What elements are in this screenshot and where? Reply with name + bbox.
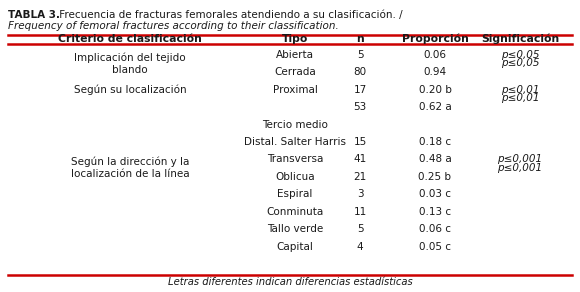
Text: Frequency of femoral fractures according to their classification.: Frequency of femoral fractures according… <box>8 21 339 31</box>
Text: 0.25 b: 0.25 b <box>419 172 451 182</box>
Text: 0.13 c: 0.13 c <box>419 207 451 217</box>
Text: Conminuta: Conminuta <box>266 207 324 217</box>
Text: 0.05 c: 0.05 c <box>419 242 451 252</box>
Text: 15: 15 <box>353 137 367 147</box>
Text: 11: 11 <box>353 207 367 217</box>
Text: Según la dirección y la: Según la dirección y la <box>71 157 189 167</box>
Text: localización de la línea: localización de la línea <box>71 169 189 179</box>
Text: p≤0,05: p≤0,05 <box>501 58 539 68</box>
Text: Proporción: Proporción <box>401 33 469 44</box>
Text: 0.06 c: 0.06 c <box>419 224 451 234</box>
Text: p≤0,01: p≤0,01 <box>501 93 539 103</box>
Text: 0.48 a: 0.48 a <box>419 154 451 164</box>
Text: 0.62 a: 0.62 a <box>419 102 451 112</box>
Text: p≤0,01: p≤0,01 <box>501 85 539 95</box>
Text: blando: blando <box>112 65 148 74</box>
Text: 80: 80 <box>353 67 367 77</box>
Text: p≤0,001: p≤0,001 <box>498 163 542 173</box>
Text: Implicación del tejido: Implicación del tejido <box>74 52 186 62</box>
Text: n: n <box>356 34 364 44</box>
Text: Criterio de clasificación: Criterio de clasificación <box>58 34 202 44</box>
Text: Tipo: Tipo <box>282 34 308 44</box>
Text: Según su localización: Según su localización <box>74 84 186 95</box>
Text: 41: 41 <box>353 154 367 164</box>
Text: 5: 5 <box>357 50 363 60</box>
Text: Distal. Salter Harris: Distal. Salter Harris <box>244 137 346 147</box>
Text: Frecuencia de fracturas femorales atendiendo a su clasificación. /: Frecuencia de fracturas femorales atendi… <box>56 10 406 20</box>
Text: Capital: Capital <box>277 242 313 252</box>
Text: Transversa: Transversa <box>267 154 323 164</box>
Text: p≤0,001: p≤0,001 <box>498 154 542 164</box>
Text: 3: 3 <box>357 190 363 199</box>
Text: 53: 53 <box>353 102 367 112</box>
Text: 0.18 c: 0.18 c <box>419 137 451 147</box>
Text: Significación: Significación <box>481 33 559 44</box>
Text: Letras diferentes indican diferencias estadísticas: Letras diferentes indican diferencias es… <box>168 277 412 287</box>
Text: 0.06: 0.06 <box>423 50 447 60</box>
Text: 21: 21 <box>353 172 367 182</box>
Text: Tercio medio: Tercio medio <box>262 120 328 130</box>
Text: 0.20 b: 0.20 b <box>419 85 451 95</box>
Text: Cerrada: Cerrada <box>274 67 316 77</box>
Text: TABLA 3.: TABLA 3. <box>8 10 60 20</box>
Text: 5: 5 <box>357 224 363 234</box>
Text: Tallo verde: Tallo verde <box>267 224 323 234</box>
Text: 0.94: 0.94 <box>423 67 447 77</box>
Text: Proximal: Proximal <box>273 85 317 95</box>
Text: 17: 17 <box>353 85 367 95</box>
Text: Espiral: Espiral <box>277 190 313 199</box>
Text: 0.03 c: 0.03 c <box>419 190 451 199</box>
Text: Abierta: Abierta <box>276 50 314 60</box>
Text: 4: 4 <box>357 242 363 252</box>
Text: p≤0,05: p≤0,05 <box>501 50 539 60</box>
Text: Oblicua: Oblicua <box>275 172 315 182</box>
